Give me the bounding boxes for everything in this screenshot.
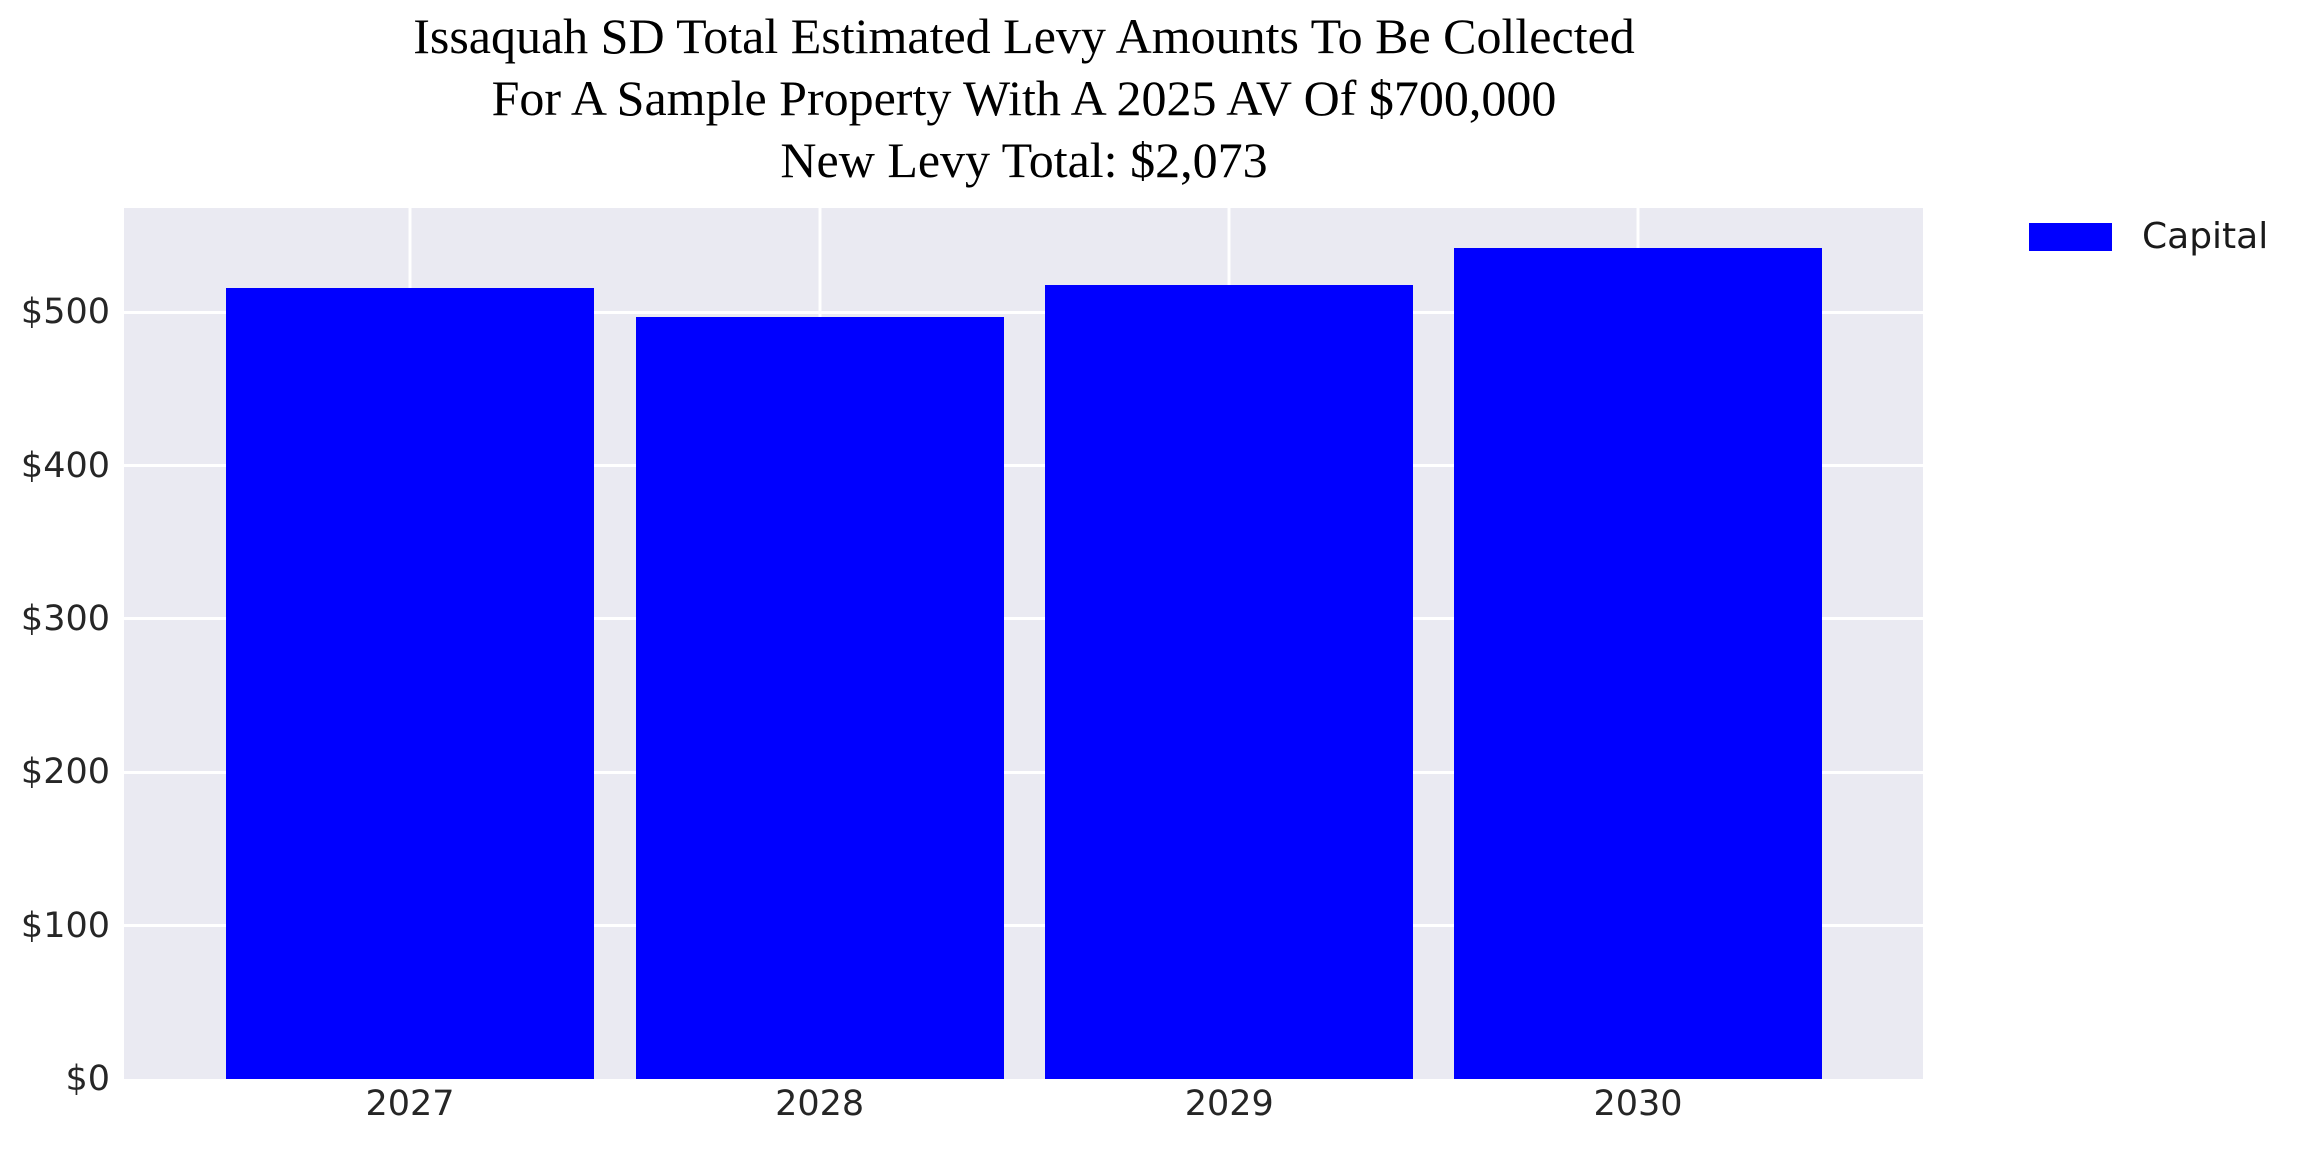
chart-title-line-2: For A Sample Property With A 2025 AV Of … — [491, 70, 1557, 126]
plot-area — [124, 208, 1923, 1079]
bar-2027 — [226, 287, 595, 1079]
y-tick-label-500: $500 — [20, 292, 110, 333]
bar-2030 — [1454, 247, 1823, 1079]
y-tick-label-400: $400 — [20, 445, 110, 486]
y-tick-label-200: $200 — [20, 752, 110, 793]
legend: Capital — [2029, 219, 2268, 255]
chart-title-line-3: New Levy Total: $2,073 — [780, 132, 1268, 188]
gridline-y-100 — [124, 924, 1923, 928]
x-tick-label-2028: 2028 — [775, 1084, 865, 1124]
y-tick-label-0: $0 — [65, 1059, 110, 1099]
legend-swatch-capital — [2029, 223, 2112, 251]
y-tick-label-100: $100 — [20, 905, 110, 946]
chart-title-line-1: Issaquah SD Total Estimated Levy Amounts… — [413, 8, 1635, 64]
x-tick-label-2030: 2030 — [1593, 1084, 1683, 1124]
y-tick-label-300: $300 — [20, 598, 110, 639]
gridline-y-300 — [124, 617, 1923, 621]
gridline-y-400 — [124, 464, 1923, 468]
bar-2029 — [1045, 284, 1414, 1079]
legend-label-capital: Capital — [2142, 216, 2269, 257]
x-tick-label-2027: 2027 — [365, 1084, 455, 1124]
gridline-y-500 — [124, 310, 1923, 314]
bar-2028 — [635, 316, 1004, 1079]
gridline-y-200 — [124, 770, 1923, 774]
chart-title: Issaquah SD Total Estimated Levy Amounts… — [0, 5, 2048, 191]
x-tick-label-2029: 2029 — [1184, 1084, 1274, 1124]
